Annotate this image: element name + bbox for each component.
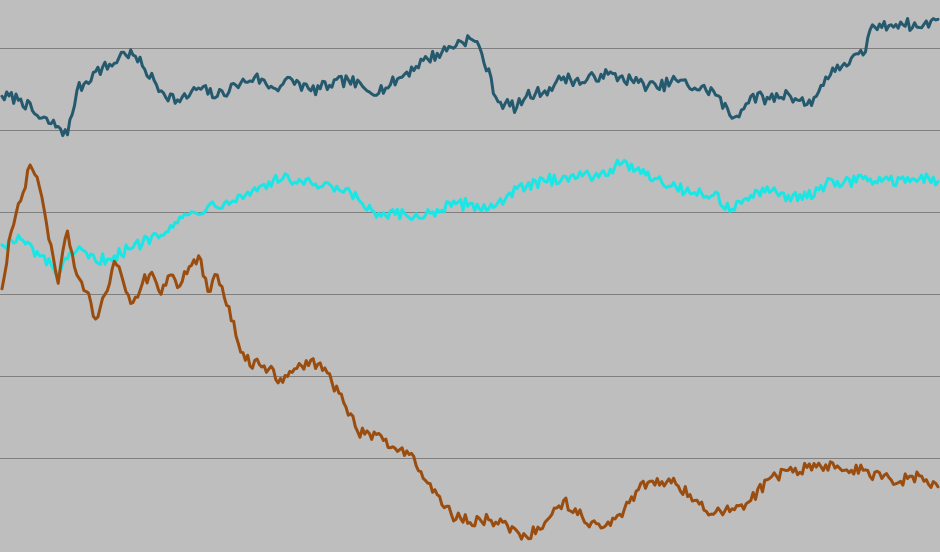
gridlines	[0, 48, 940, 459]
series-line-3	[0, 163, 940, 541]
series-group	[0, 17, 940, 541]
series-line-1	[0, 17, 940, 138]
series-line-2	[0, 158, 940, 276]
